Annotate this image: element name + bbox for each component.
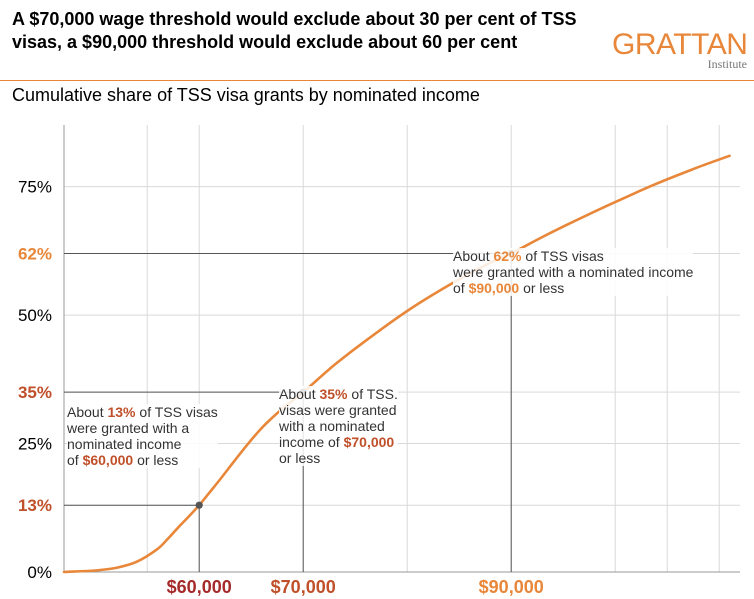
logo-subtext: Institute xyxy=(707,57,747,71)
annotation-62-percent: About 62% of TSS visas were granted with… xyxy=(453,248,694,296)
grattan-logo: GRATTAN Institute xyxy=(612,28,748,71)
y-tick-label: 75% xyxy=(18,178,52,197)
annotation-text: or less xyxy=(133,452,179,468)
annotation-13-percent: About 13% of TSS visas were granted with… xyxy=(67,404,218,468)
annotation-text: visas were granted xyxy=(279,402,397,418)
x-tick-label: $70,000 xyxy=(271,577,336,597)
annotation-text: were granted with a nominated income xyxy=(453,264,694,280)
annotation-35-percent: About 35% of TSS. visas were granted wit… xyxy=(279,386,398,466)
annotation-text: of xyxy=(453,280,469,296)
annotation-highlight: $70,000 xyxy=(343,434,395,450)
y-tick-label: 25% xyxy=(18,435,52,454)
y-tick-labels: 0% 13% 25% 35% 50% 62% 75% xyxy=(18,178,52,582)
chart-axes xyxy=(63,125,740,573)
annotation-text: of xyxy=(67,452,83,468)
annotation-text: nominated income xyxy=(67,436,182,452)
annotation-text: or less xyxy=(519,280,565,296)
annotation-text: or less xyxy=(279,450,321,466)
annotation-text: About xyxy=(279,386,320,402)
annotation-highlight: 35% xyxy=(319,386,348,402)
annotation-highlight: $90,000 xyxy=(468,280,520,296)
annotation-text: About xyxy=(453,248,494,264)
annotation-text: of TSS visas xyxy=(135,404,218,420)
x-tick-labels: $60,000 $70,000 $90,000 xyxy=(167,577,544,597)
y-tick-label: 62% xyxy=(18,244,52,263)
highlight-point xyxy=(195,501,203,509)
annotation-highlight: $60,000 xyxy=(82,452,134,468)
annotation-text: About xyxy=(67,404,108,420)
annotation-highlight: 62% xyxy=(493,248,522,264)
annotation-text: income of xyxy=(279,434,344,450)
annotation-text: were granted with a xyxy=(67,420,190,436)
annotation-text: with a nominated xyxy=(279,418,385,434)
chart-title: A $70,000 wage threshold would exclude a… xyxy=(12,9,577,52)
annotation-text: of TSS visas xyxy=(521,248,604,264)
reference-lines xyxy=(64,252,512,572)
y-tick-label: 0% xyxy=(27,563,52,582)
y-tick-label: 35% xyxy=(18,383,52,402)
y-tick-label: 13% xyxy=(18,496,52,515)
x-tick-label: $60,000 xyxy=(167,577,232,597)
logo-wordmark: GRATTAN xyxy=(612,28,748,61)
header-divider xyxy=(0,80,754,81)
y-tick-label: 50% xyxy=(18,306,52,325)
chart-subtitle: Cumulative share of TSS visa grants by n… xyxy=(12,85,480,105)
x-tick-label: $90,000 xyxy=(479,577,544,597)
annotation-text: of TSS. xyxy=(347,386,398,402)
cumulative-share-line xyxy=(62,154,731,574)
series-layer xyxy=(62,154,731,574)
annotation-highlight: 13% xyxy=(107,404,136,420)
